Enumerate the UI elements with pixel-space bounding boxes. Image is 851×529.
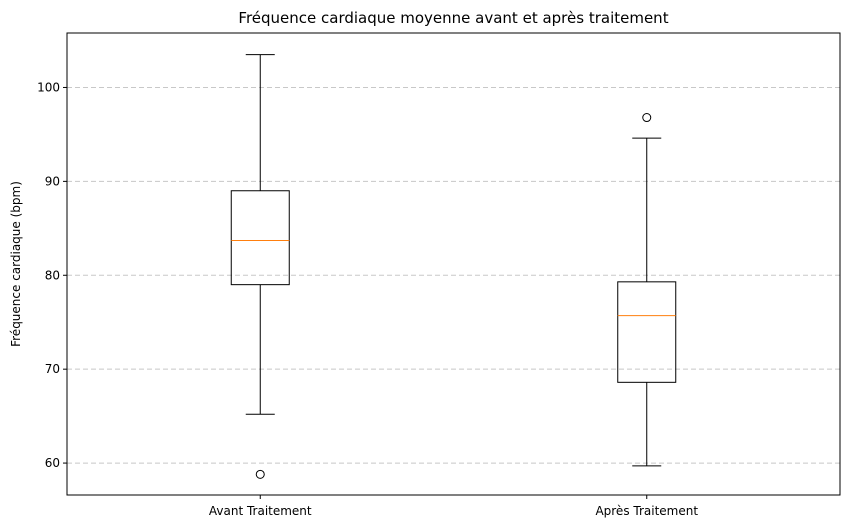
box-iqr [617,281,677,383]
outlier-point [642,113,652,123]
x-axis-ticks: Avant Traitement Après Traitement [209,495,698,518]
x-tick-label: Après Traitement [595,504,698,518]
y-tick-label: 70 [45,362,60,376]
x-tick-label: Avant Traitement [209,504,312,518]
y-tick-label: 90 [45,174,60,188]
y-tick-label: 100 [37,80,60,94]
chart-title: Fréquence cardiaque moyenne avant et apr… [238,9,668,27]
outlier-point [255,469,265,479]
y-tick-label: 60 [45,456,60,470]
grid-lines [67,86,840,464]
y-axis-label: Fréquence cardiaque (bpm) [9,181,23,347]
plot-frame [66,32,841,496]
y-axis-ticks: 60 70 80 90 100 [37,80,67,470]
box-iqr [230,190,290,286]
boxes [230,54,677,479]
y-tick-label: 80 [45,268,60,282]
